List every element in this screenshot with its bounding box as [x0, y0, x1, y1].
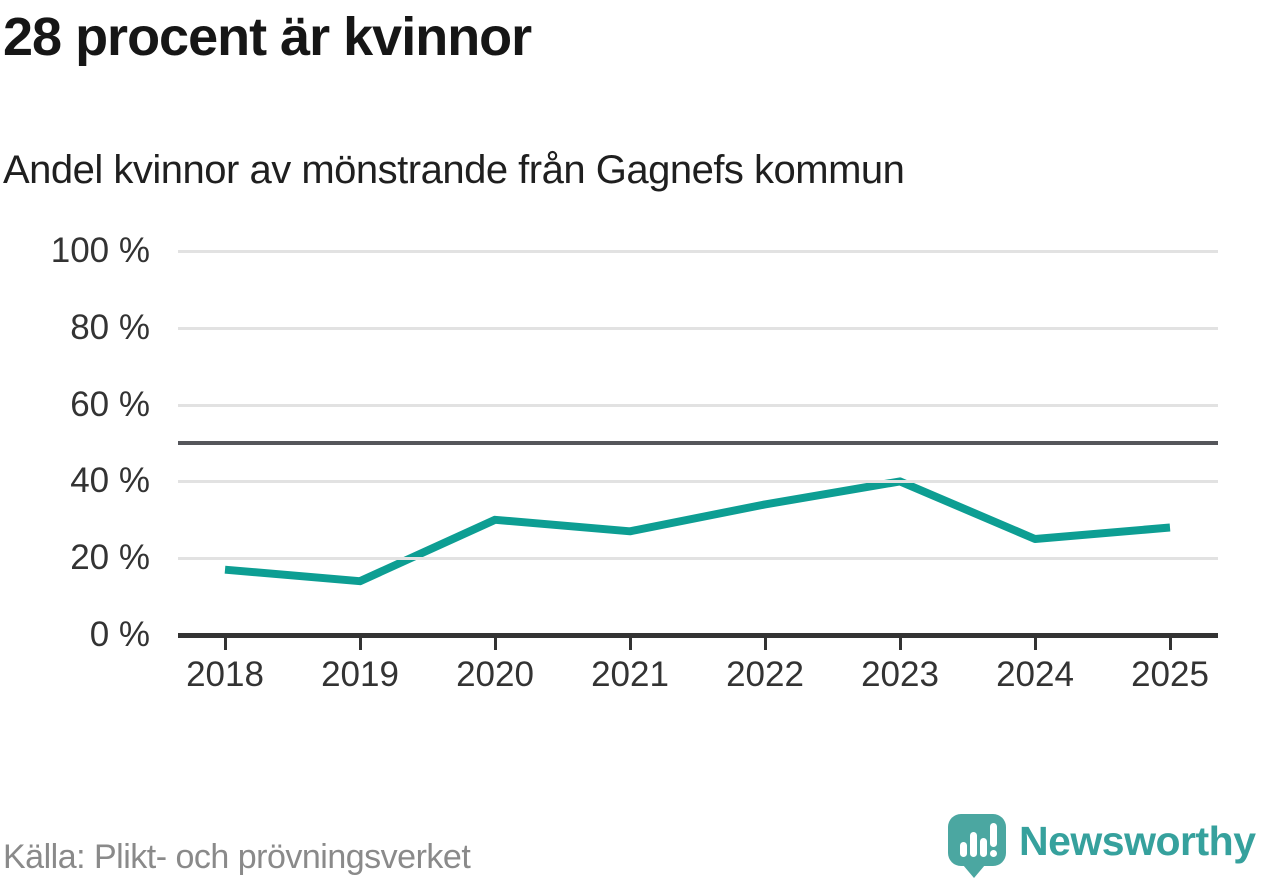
chart-title: 28 procent är kvinnor	[3, 7, 532, 67]
x-tick-label: 2020	[456, 655, 534, 694]
line-series-svg	[224, 477, 1171, 586]
x-tick-label: 2025	[1131, 655, 1209, 694]
x-tick	[494, 637, 497, 650]
chart-subtitle: Andel kvinnor av mönstrande från Gagnefs…	[3, 148, 905, 192]
reference-line-50	[178, 441, 1218, 445]
logo-exclamation-dot-icon	[990, 850, 997, 857]
plot-area	[178, 250, 1218, 638]
x-tick-label: 2024	[996, 655, 1074, 694]
x-tick	[224, 637, 227, 650]
logo-bar-icon	[960, 842, 967, 857]
y-tick-label: 100 %	[50, 231, 150, 270]
y-gridline	[178, 557, 1218, 561]
x-tick	[764, 637, 767, 650]
y-gridline	[178, 403, 1218, 407]
x-tick-label: 2023	[861, 655, 939, 694]
x-tick	[359, 637, 362, 650]
x-axis-line	[178, 633, 1218, 638]
source-note: Källa: Plikt- och prövningsverket	[3, 838, 471, 876]
y-tick-label: 80 %	[70, 307, 150, 347]
x-tick-label: 2022	[726, 655, 804, 694]
y-tick-label: 0 %	[89, 615, 150, 654]
y-gridline	[178, 326, 1218, 330]
logo-wordmark: Newsworthy	[1019, 818, 1256, 864]
x-tick	[1034, 637, 1037, 650]
x-tick	[629, 637, 632, 650]
newsworthy-logo-icon	[948, 814, 1006, 878]
x-tick-label: 2019	[321, 655, 399, 694]
x-tick	[1169, 637, 1172, 650]
data-line	[224, 477, 1171, 586]
y-tick-label: 20 %	[70, 538, 150, 578]
logo-bar-icon	[970, 832, 977, 857]
y-gridline	[178, 480, 1218, 484]
y-tick-label: 40 %	[70, 461, 150, 501]
y-gridline	[178, 250, 1218, 253]
newsworthy-logo[interactable]: Newsworthy	[948, 813, 1260, 878]
logo-speech-tail	[963, 865, 985, 878]
x-tick-label: 2018	[186, 655, 264, 694]
y-tick-label: 60 %	[70, 384, 150, 424]
logo-bar-icon	[980, 838, 987, 857]
logo-exclamation-icon	[990, 823, 997, 847]
x-tick	[899, 637, 902, 650]
x-tick-label: 2021	[591, 655, 669, 694]
